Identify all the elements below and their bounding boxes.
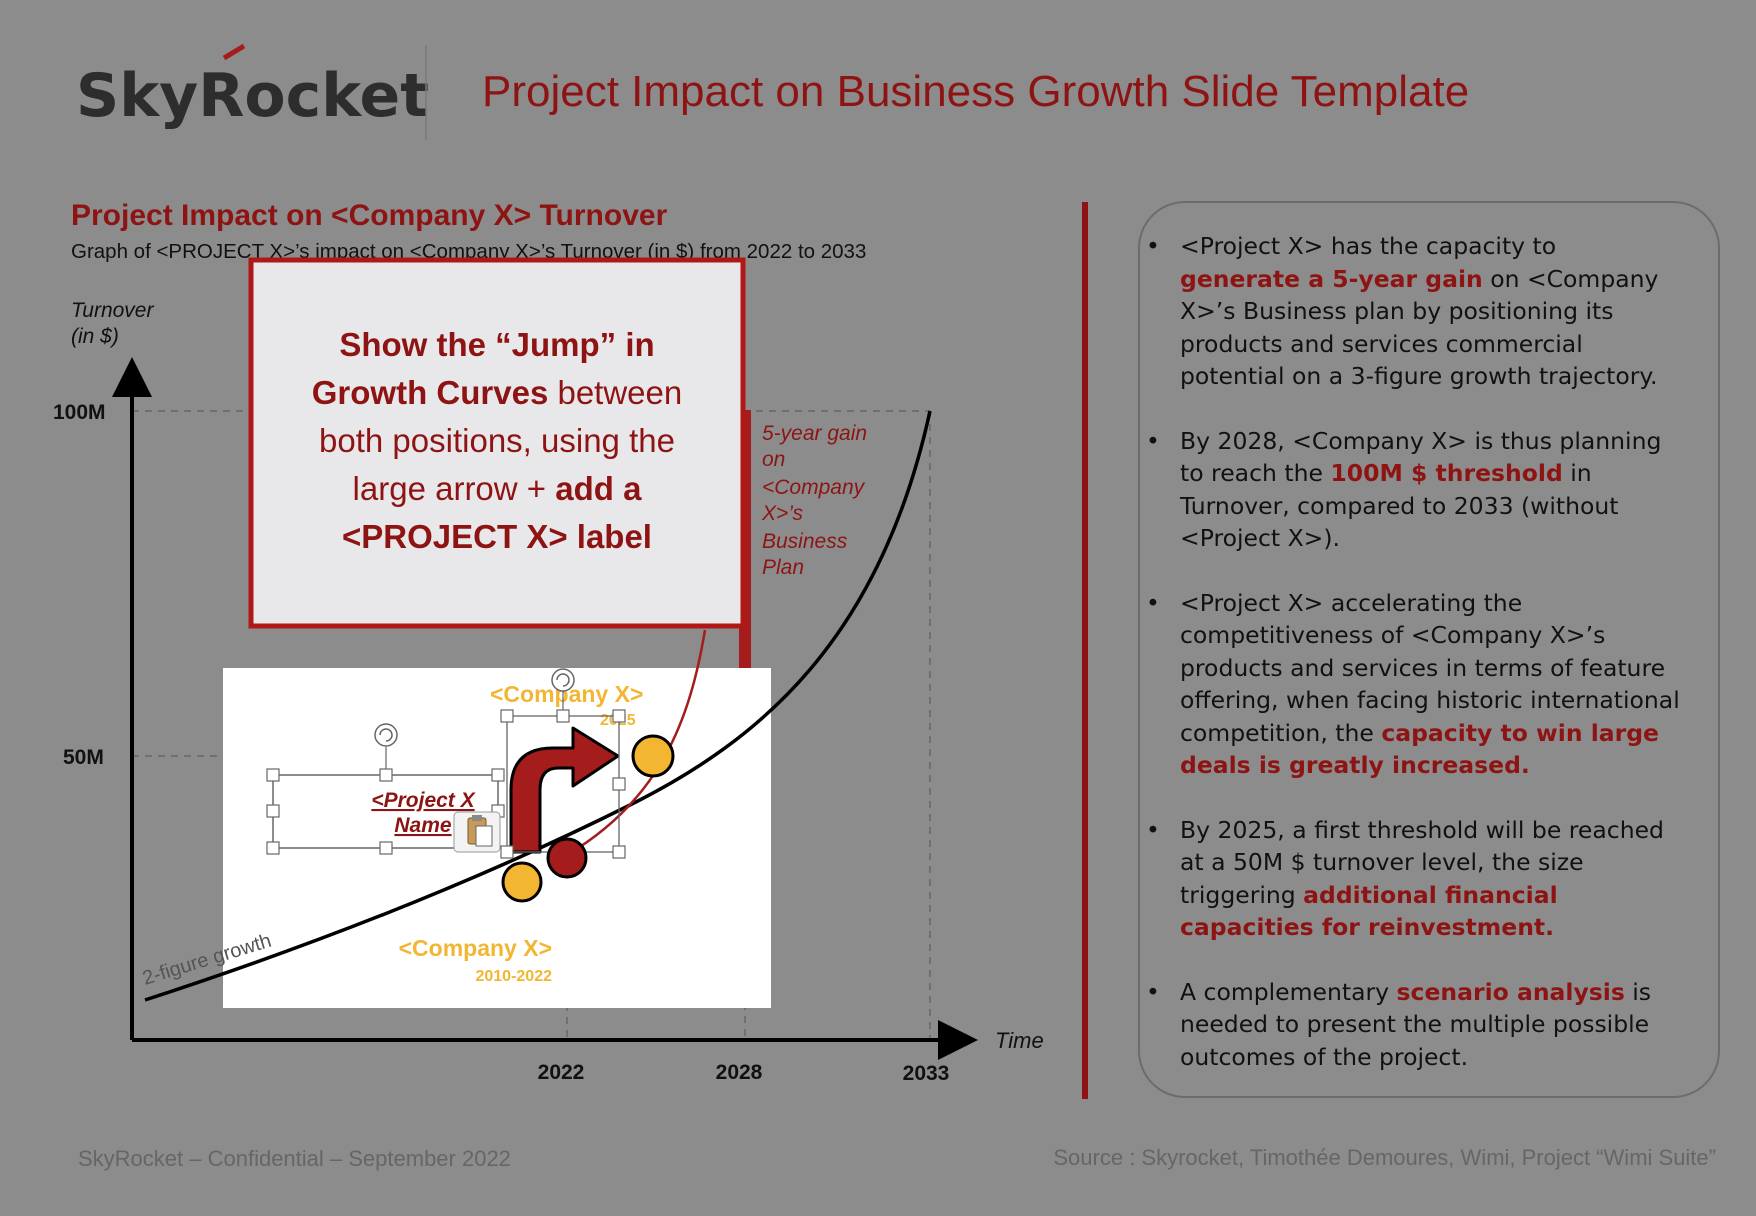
- bullet-highlight: scenario analysis: [1396, 977, 1625, 1006]
- bullet-text: is needed to present the multiple possib…: [1180, 977, 1652, 1071]
- svg-text:Growth Curves between: Growth Curves between: [312, 374, 682, 411]
- bullet-text: A complementary: [1180, 977, 1397, 1006]
- bullet-item: • <Project X> has the capacity to generat…: [1146, 230, 1680, 393]
- bullet-item: • A complementary scenario analysis is ne…: [1146, 976, 1680, 1074]
- bullet-text: By 2028, <Company X> is thus planning to…: [1180, 426, 1662, 488]
- bullet-item: • By 2025, a first threshold will be reac…: [1146, 814, 1680, 944]
- rotate-handle-icon[interactable]: [374, 723, 398, 747]
- bullet-list: • <Project X> has the capacity to generat…: [1146, 230, 1680, 1105]
- x-tick-2022: 2022: [538, 1061, 585, 1084]
- svg-text:Business: Business: [762, 530, 848, 553]
- x-tick-2033: 2033: [903, 1062, 950, 1085]
- bullet-text: <Project X> accelerating the competitive…: [1180, 588, 1680, 747]
- company-point-2025: [631, 734, 675, 778]
- bullet-text: in Turnover, compared to 2033 (without <…: [1180, 459, 1619, 552]
- bullets-panel: [1138, 201, 1720, 1098]
- y-tick-50m: 50M: [63, 746, 104, 769]
- svg-text:X>’s: X>’s: [761, 502, 804, 525]
- bullet-highlight: 100M $ threshold: [1330, 459, 1563, 487]
- chart-subtitle: Graph of <PROJECT X>’s impact on <Compan…: [71, 240, 866, 263]
- section-divider: [1082, 202, 1088, 1099]
- bullet-text: on <Company X>’s Business plan by positi…: [1180, 264, 1659, 391]
- footer-right: Source : Skyrocket, Timothée Demoures, W…: [1053, 1145, 1716, 1170]
- bullet-highlight: generate a 5-year gain: [1180, 264, 1483, 293]
- bullet-text: By 2025, a first threshold will be reach…: [1180, 815, 1664, 909]
- x-tick-2028: 2028: [716, 1061, 763, 1084]
- bullet-dot: •: [1146, 232, 1160, 260]
- paste-options-icon[interactable]: [453, 811, 501, 853]
- company-point-2022: [501, 861, 543, 903]
- bullet-highlight: additional financial capacities for rein…: [1180, 880, 1558, 942]
- bullet-dot: •: [1146, 588, 1160, 617]
- callout-box: Show the “Jump” in Growth Curves between…: [248, 257, 746, 629]
- svg-text:5-year gain: 5-year gain: [762, 422, 867, 445]
- svg-text:<PROJECT X> label: <PROJECT X> label: [342, 518, 652, 555]
- bullet-item: • <Project X> accelerating the competitiv…: [1146, 587, 1680, 782]
- bullet-dot: •: [1146, 426, 1160, 455]
- company-past-label: <Company X>: [399, 935, 552, 961]
- bullet-item: • By 2028, <Company X> is thus planning t…: [1146, 425, 1680, 555]
- gain-label: 5-year gain on <Company X>’s Business Pl…: [761, 422, 867, 579]
- logo: SkyRocket: [76, 43, 429, 131]
- svg-text:<Company: <Company: [762, 476, 866, 499]
- chart-heading: Project Impact on <Company X> Turnover: [71, 199, 668, 232]
- svg-text:on: on: [762, 448, 785, 471]
- rocket-logo-mark: [222, 43, 246, 61]
- project-point-2022: [546, 837, 588, 879]
- bullet-text: <Project X> has the capacity to: [1180, 232, 1557, 260]
- logo-wordmark: SkyRocket: [76, 61, 429, 131]
- bullet-dot: •: [1146, 815, 1160, 844]
- svg-text:Show the “Jump” in: Show the “Jump” in: [339, 326, 654, 363]
- bullet-highlight: capacity to win large deals is greatly i…: [1180, 718, 1659, 780]
- bullet-dot: •: [1146, 977, 1160, 1006]
- project-label-textbox[interactable]: <Project X Name: [266, 723, 505, 855]
- y-tick-100m: 100M: [53, 401, 106, 424]
- svg-text:Plan: Plan: [762, 556, 804, 579]
- y-axis-label-unit: (in $): [71, 325, 119, 348]
- x-axis-label: Time: [995, 1028, 1044, 1053]
- y-axis-label: Turnover: [71, 299, 154, 322]
- slide-title: Project Impact on Business Growth Slide …: [482, 67, 1469, 116]
- rotate-handle-icon[interactable]: [551, 668, 575, 692]
- svg-text:both positions, using the: both positions, using the: [319, 422, 675, 459]
- svg-text:Name: Name: [394, 814, 452, 837]
- footer-left: SkyRocket – Confidential – September 202…: [78, 1146, 511, 1171]
- svg-text:<Project X: <Project X: [371, 789, 476, 812]
- svg-text:large arrow + add a: large arrow + add a: [353, 470, 643, 507]
- company-past-years: 2010-2022: [475, 968, 552, 985]
